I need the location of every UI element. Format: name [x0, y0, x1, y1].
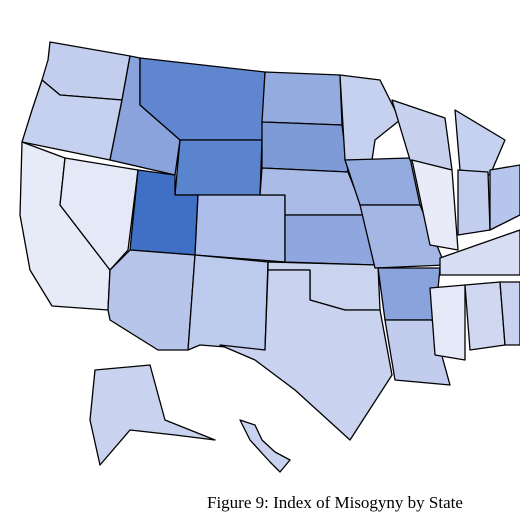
region [499, 281, 520, 346]
region [59, 157, 139, 271]
region [339, 74, 401, 161]
region [439, 229, 520, 276]
region [107, 249, 196, 351]
region [261, 121, 349, 173]
region [464, 281, 506, 351]
region [284, 214, 376, 266]
region [457, 169, 491, 236]
region [411, 159, 459, 251]
region [489, 164, 520, 231]
region [89, 364, 216, 466]
caption: Figure 9: Index of Misogyny by State [207, 493, 463, 512]
region [187, 254, 269, 351]
states [19, 41, 520, 473]
region [454, 109, 506, 176]
region [194, 194, 286, 263]
region [239, 419, 291, 473]
region [174, 139, 263, 196]
region [261, 71, 343, 126]
region [219, 269, 393, 441]
region [429, 284, 466, 361]
